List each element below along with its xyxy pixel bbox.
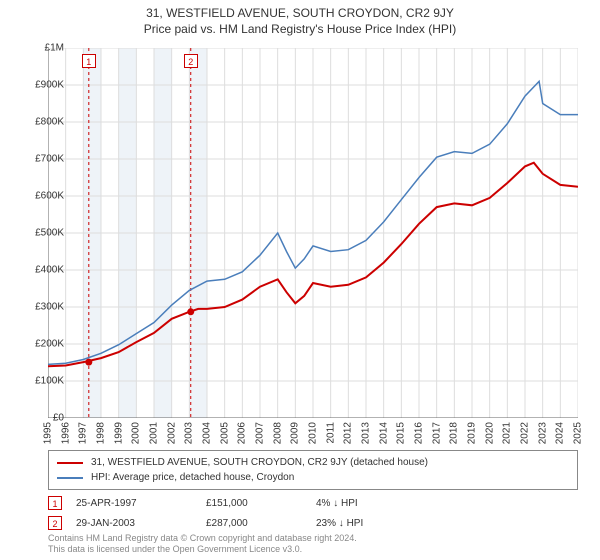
legend-block: 31, WESTFIELD AVENUE, SOUTH CROYDON, CR2… (48, 450, 578, 530)
title-block: 31, WESTFIELD AVENUE, SOUTH CROYDON, CR2… (0, 0, 600, 36)
legend-swatch (57, 462, 83, 464)
x-tick-label: 1995 (43, 422, 54, 444)
y-tick-label: £200K (24, 339, 64, 350)
x-tick-label: 2012 (343, 422, 354, 444)
sale-marker-box: 2 (184, 54, 198, 68)
y-tick-label: £300K (24, 302, 64, 313)
x-tick-label: 2018 (449, 422, 460, 444)
sale-row: 2 29-JAN-2003£287,00023% ↓ HPI (48, 516, 578, 530)
x-tick-label: 2009 (290, 422, 301, 444)
chart-container: 31, WESTFIELD AVENUE, SOUTH CROYDON, CR2… (0, 0, 600, 560)
x-tick-label: 2002 (166, 422, 177, 444)
y-tick-label: £600K (24, 191, 64, 202)
sale-date: 25-APR-1997 (76, 498, 206, 509)
y-tick-label: £900K (24, 80, 64, 91)
y-tick-label: £700K (24, 154, 64, 165)
x-tick-label: 2022 (520, 422, 531, 444)
x-tick-label: 2015 (396, 422, 407, 444)
legend-row: HPI: Average price, detached house, Croy… (57, 470, 569, 485)
x-tick-label: 2000 (131, 422, 142, 444)
y-tick-label: £100K (24, 376, 64, 387)
sale-marker: 2 (48, 516, 62, 530)
x-tick-label: 2005 (219, 422, 230, 444)
chart-area (48, 48, 578, 418)
footer-line1: Contains HM Land Registry data © Crown c… (48, 533, 357, 545)
y-tick-label: £500K (24, 228, 64, 239)
sale-delta: 23% ↓ HPI (316, 518, 363, 529)
legend-label: HPI: Average price, detached house, Croy… (91, 470, 294, 485)
title-address: 31, WESTFIELD AVENUE, SOUTH CROYDON, CR2… (0, 6, 600, 20)
x-tick-label: 2014 (378, 422, 389, 444)
x-tick-label: 2001 (149, 422, 160, 444)
title-subtitle: Price paid vs. HM Land Registry's House … (0, 22, 600, 36)
y-tick-label: £400K (24, 265, 64, 276)
x-tick-label: 2019 (467, 422, 478, 444)
legend-box: 31, WESTFIELD AVENUE, SOUTH CROYDON, CR2… (48, 450, 578, 490)
sale-row: 1 25-APR-1997£151,0004% ↓ HPI (48, 496, 578, 510)
sales-block: 1 25-APR-1997£151,0004% ↓ HPI 2 29-JAN-2003… (48, 496, 578, 530)
x-tick-label: 2023 (537, 422, 548, 444)
sale-date: 29-JAN-2003 (76, 518, 206, 529)
legend-label: 31, WESTFIELD AVENUE, SOUTH CROYDON, CR2… (91, 455, 428, 470)
x-tick-label: 2024 (555, 422, 566, 444)
chart-svg (48, 48, 578, 418)
x-tick-label: 2025 (573, 422, 584, 444)
x-tick-label: 2003 (184, 422, 195, 444)
legend-row: 31, WESTFIELD AVENUE, SOUTH CROYDON, CR2… (57, 455, 569, 470)
sale-marker: 1 (48, 496, 62, 510)
x-tick-label: 2004 (202, 422, 213, 444)
x-tick-label: 2011 (325, 422, 336, 444)
y-tick-label: £800K (24, 117, 64, 128)
footer: Contains HM Land Registry data © Crown c… (48, 533, 357, 556)
x-tick-label: 2017 (431, 422, 442, 444)
x-tick-label: 2008 (272, 422, 283, 444)
footer-line2: This data is licensed under the Open Gov… (48, 544, 357, 556)
x-tick-label: 2013 (361, 422, 372, 444)
legend-swatch (57, 477, 83, 479)
x-tick-label: 2016 (414, 422, 425, 444)
x-tick-label: 2006 (237, 422, 248, 444)
x-tick-label: 1998 (96, 422, 107, 444)
x-tick-label: 2020 (484, 422, 495, 444)
sale-price: £151,000 (206, 498, 316, 509)
sale-delta: 4% ↓ HPI (316, 498, 358, 509)
sale-price: £287,000 (206, 518, 316, 529)
x-tick-label: 1999 (113, 422, 124, 444)
x-tick-label: 2010 (308, 422, 319, 444)
x-tick-label: 1996 (60, 422, 71, 444)
x-tick-label: 2021 (502, 422, 513, 444)
sale-marker-box: 1 (82, 54, 96, 68)
x-tick-label: 1997 (78, 422, 89, 444)
y-tick-label: £1M (24, 43, 64, 54)
x-tick-label: 2007 (255, 422, 266, 444)
